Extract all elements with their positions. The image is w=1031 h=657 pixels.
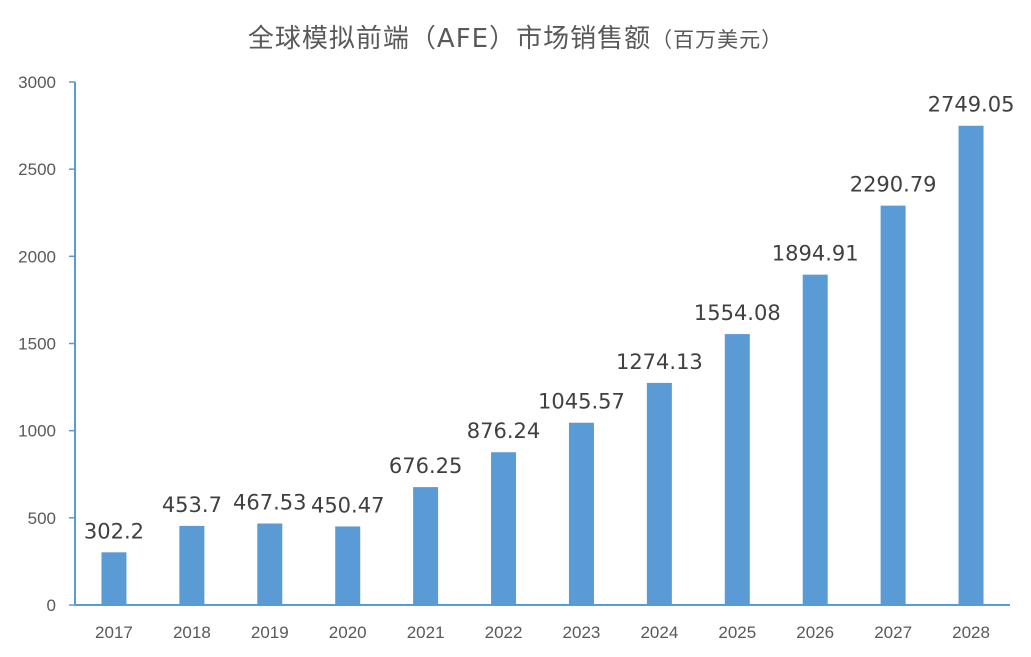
chart-title: 全球模拟前端（AFE）市场销售额（百万美元） bbox=[0, 18, 1031, 55]
bar-2021 bbox=[413, 487, 439, 605]
data-label-2024: 1274.13 bbox=[616, 350, 703, 374]
x-tick-label: 2017 bbox=[95, 623, 133, 642]
data-label-2019: 467.53 bbox=[233, 490, 306, 514]
data-label-2025: 1554.08 bbox=[694, 301, 781, 325]
y-tick-label: 500 bbox=[28, 509, 56, 528]
bar-2024 bbox=[646, 382, 672, 605]
bar-2023 bbox=[568, 422, 594, 605]
x-tick-label: 2020 bbox=[329, 623, 367, 642]
x-tick-label: 2022 bbox=[485, 623, 523, 642]
y-tick-label: 3000 bbox=[18, 73, 56, 92]
bar-2017 bbox=[101, 552, 127, 605]
x-tick-label: 2024 bbox=[640, 623, 678, 642]
y-tick-label: 2000 bbox=[18, 247, 56, 266]
data-label-2021: 676.25 bbox=[389, 454, 462, 478]
y-tick-label: 0 bbox=[47, 596, 56, 615]
data-label-2023: 1045.57 bbox=[538, 390, 625, 414]
x-tick-label: 2019 bbox=[251, 623, 289, 642]
bar-2028 bbox=[958, 125, 984, 605]
y-axis-ticks: 0 500 1000 1500 2000 2500 3000 bbox=[18, 73, 75, 615]
bar-2022 bbox=[491, 452, 517, 605]
y-tick-label: 2500 bbox=[18, 160, 56, 179]
data-label-2026: 1894.91 bbox=[772, 242, 859, 266]
bar-2018 bbox=[179, 525, 205, 605]
x-tick-label: 2023 bbox=[563, 623, 601, 642]
chart-title-text: 全球模拟前端（AFE）市场销售额 bbox=[247, 24, 652, 54]
x-tick-label: 2026 bbox=[796, 623, 834, 642]
x-tick-label: 2025 bbox=[718, 623, 756, 642]
y-tick-label: 1500 bbox=[18, 335, 56, 354]
chart-title-unit: （百万美元） bbox=[651, 28, 784, 52]
x-axis-ticks: 2017 2018 2019 2020 2021 2022 2023 2024 2025 2026… bbox=[95, 623, 990, 642]
x-tick-label: 2021 bbox=[407, 623, 445, 642]
bar-series bbox=[101, 125, 984, 605]
data-label-2028: 2749.05 bbox=[928, 93, 1015, 117]
x-tick-label: 2027 bbox=[874, 623, 912, 642]
data-label-2027: 2290.79 bbox=[850, 173, 937, 197]
bar-2019 bbox=[257, 523, 283, 605]
x-tick-label: 2028 bbox=[952, 623, 990, 642]
data-label-2020: 450.47 bbox=[311, 493, 384, 517]
data-label-2022: 876.24 bbox=[467, 419, 540, 443]
bar-2027 bbox=[880, 205, 906, 605]
x-tick-label: 2018 bbox=[173, 623, 211, 642]
bar-2025 bbox=[724, 334, 750, 605]
bar-2026 bbox=[802, 274, 828, 605]
y-tick-label: 1000 bbox=[18, 422, 56, 441]
bar-2020 bbox=[335, 526, 361, 605]
data-label-2017: 302.2 bbox=[84, 519, 144, 543]
data-label-2018: 453.7 bbox=[162, 493, 222, 517]
